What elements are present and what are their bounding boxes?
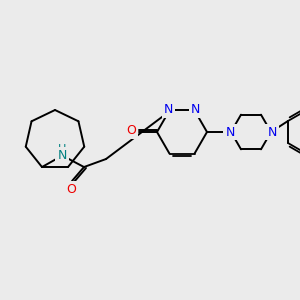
- Text: N: N: [191, 103, 200, 116]
- Text: O: O: [126, 124, 136, 137]
- Text: H: H: [58, 144, 66, 154]
- Text: N: N: [164, 103, 173, 116]
- Text: N: N: [57, 148, 67, 161]
- Text: N: N: [225, 125, 235, 139]
- Text: O: O: [66, 182, 76, 196]
- Text: N: N: [267, 125, 277, 139]
